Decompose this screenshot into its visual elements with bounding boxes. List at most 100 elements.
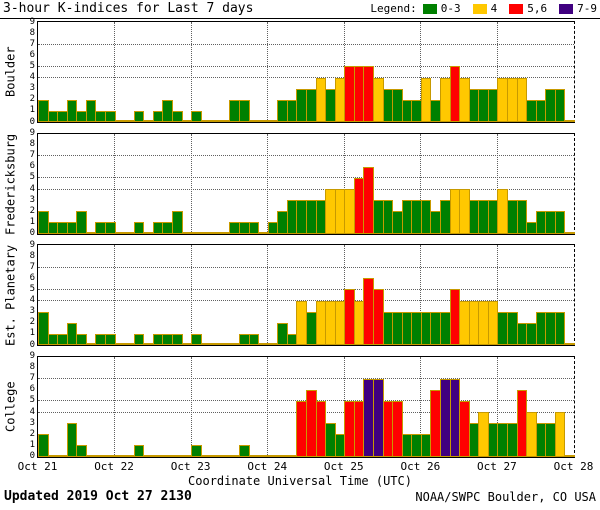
y-tick-label: 9 [29,351,35,361]
k-bar [105,110,116,122]
day-gridline [190,356,192,457]
legend-item-7-9: 7-9 [559,2,597,15]
legend-item-4: 4 [472,2,497,15]
k-threshold-line-7 [38,378,574,380]
y-tick-label: 4 [29,72,35,83]
k-bar [66,423,78,457]
y-tick-label: 3 [29,306,35,317]
day-gridline [267,245,269,345]
x-tick-label: Oct 28 [553,460,594,473]
k-bar [564,120,575,122]
y-tick-label: 2 [29,205,35,216]
day-gridline [420,133,422,234]
day-gridline [267,133,269,234]
k-bar [564,343,575,345]
k-threshold-line-5 [38,177,574,179]
legend-swatch [422,3,437,14]
y-tick-label: 1 [29,328,35,339]
y-tick-label: 6 [29,384,35,395]
k-bar [564,231,575,234]
day-gridline [420,245,422,345]
day-gridline [496,245,498,345]
day-gridline [114,22,116,122]
station-label-college: College [3,381,18,432]
y-tick-label: 0 [29,228,35,238]
k-bar [191,333,202,345]
k-threshold-line-4 [38,77,574,79]
x-tick-label: Oct 24 [247,460,288,473]
k-bar [105,333,116,345]
k-bar [239,99,250,122]
day-gridline [496,356,498,457]
y-tick-label: 7 [29,373,35,384]
legend-item-label: 5,6 [527,2,548,15]
y-tick-label: 7 [29,150,35,161]
day-gridline [496,133,498,234]
k-bar [172,110,183,122]
chart-header: 3-hour K-indices for Last 7 days Legend:… [0,0,600,19]
k-threshold-line-4 [38,188,574,190]
k-bar [38,311,49,345]
y-tick-label: 5 [29,60,35,71]
k-bar [172,211,183,234]
y-tick-label: 5 [29,283,35,294]
x-axis-title: Coordinate Universal Time (UTC) [188,474,412,488]
y-tick-label: 8 [29,27,35,38]
x-tick-label: Oct 23 [170,460,211,473]
day-gridline [343,133,345,234]
k-threshold-line-5 [38,288,574,290]
station-label-boulder: Boulder [3,46,18,98]
y-tick-label: 0 [29,116,35,127]
day-gridline [420,356,422,457]
source-credit: NOAA/SWPC Boulder, CO USA [415,490,596,504]
day-gridline [267,356,269,457]
panel-fredericksburg [37,132,575,235]
y-tick-label: 8 [29,139,35,150]
y-tick-label: 1 [29,439,35,450]
legend-item-0-3: 0-3 [422,2,461,15]
x-tick-label: Oct 22 [94,460,134,473]
y-tick-label: 2 [29,317,35,328]
y-tick-label: 2 [29,428,35,439]
legend-item-label: 7-9 [577,2,597,15]
panel-boulder [37,21,575,123]
y-tick-label: 2 [29,94,35,105]
k-bar [239,445,250,457]
y-tick-label: 9 [29,128,35,138]
y-tick-label: 4 [29,295,35,306]
k-bar [105,222,116,234]
k-threshold-line-7 [38,155,574,157]
legend-items: 0-3 4 5,6 7-9 [422,2,597,15]
panel-college [37,355,575,458]
k-bar [76,211,87,234]
legend-label: Legend: [370,2,417,15]
k-threshold-line-7 [38,266,574,268]
x-tick-label: Oct 25 [323,460,364,473]
y-tick-label: 7 [29,38,35,49]
k-bar [76,333,87,345]
legend-swatch [509,3,524,14]
y-tick-label: 6 [29,272,35,283]
k-threshold-line-5 [38,65,574,67]
k-bar [554,311,566,345]
k-bar [172,333,183,345]
updated-timestamp: Updated 2019 Oct 27 2130 [4,489,192,504]
legend-swatch [559,3,574,14]
k-bar [133,445,145,457]
legend-item-label: 0-3 [440,2,461,15]
y-tick-label: 3 [29,194,35,205]
y-tick-label: 6 [29,161,35,172]
station-label-fredericksburg: Fredericksburg [3,132,18,235]
y-tick-label: 5 [29,395,35,406]
day-gridline [114,133,116,234]
k-bar [133,110,145,122]
k-bar [392,400,403,457]
k-bar [554,412,566,457]
panel-est-planetary [37,244,575,346]
day-gridline [190,22,192,122]
x-tick-label: Oct 27 [477,460,517,473]
legend-swatch [472,3,487,14]
k-bar [554,211,566,234]
y-tick-label: 8 [29,250,35,261]
day-gridline [190,245,192,345]
